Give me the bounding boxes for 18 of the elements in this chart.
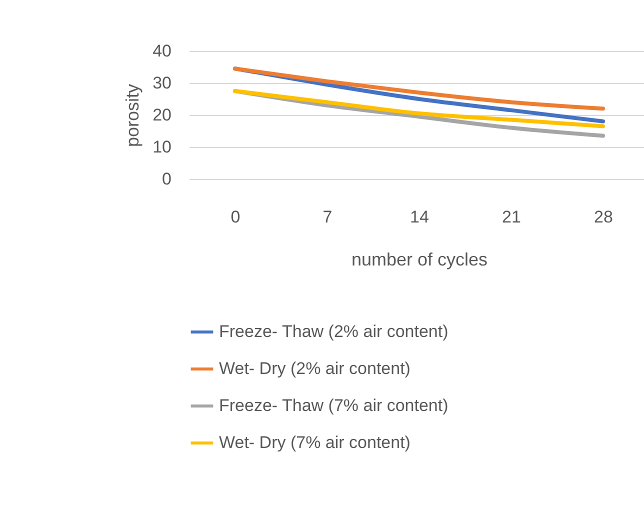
x-tick-label: 21 (502, 208, 521, 226)
y-axis-title: porosity (122, 84, 143, 148)
line-series (233, 89, 605, 128)
y-tick-label: 0 (162, 170, 172, 188)
y-tick-label: 40 (152, 42, 172, 60)
legend-label: Freeze- Thaw (2% air content) (219, 322, 448, 341)
legend-label: Freeze- Thaw (7% air content) (219, 396, 448, 415)
x-tick-label: 7 (322, 208, 332, 226)
line-series (233, 66, 605, 111)
x-tick-label: 14 (410, 208, 429, 226)
y-tick-label: 20 (152, 106, 172, 124)
y-tick-label: 30 (152, 74, 172, 92)
x-tick-label: 28 (594, 208, 613, 226)
x-axis-title: number of cycles (351, 250, 488, 270)
x-tick-label: 0 (230, 208, 240, 226)
legend-label: Wet- Dry (2% air content) (219, 359, 410, 378)
legend-label: Wet- Dry (7% air content) (219, 433, 410, 452)
y-tick-label: 10 (152, 138, 172, 156)
